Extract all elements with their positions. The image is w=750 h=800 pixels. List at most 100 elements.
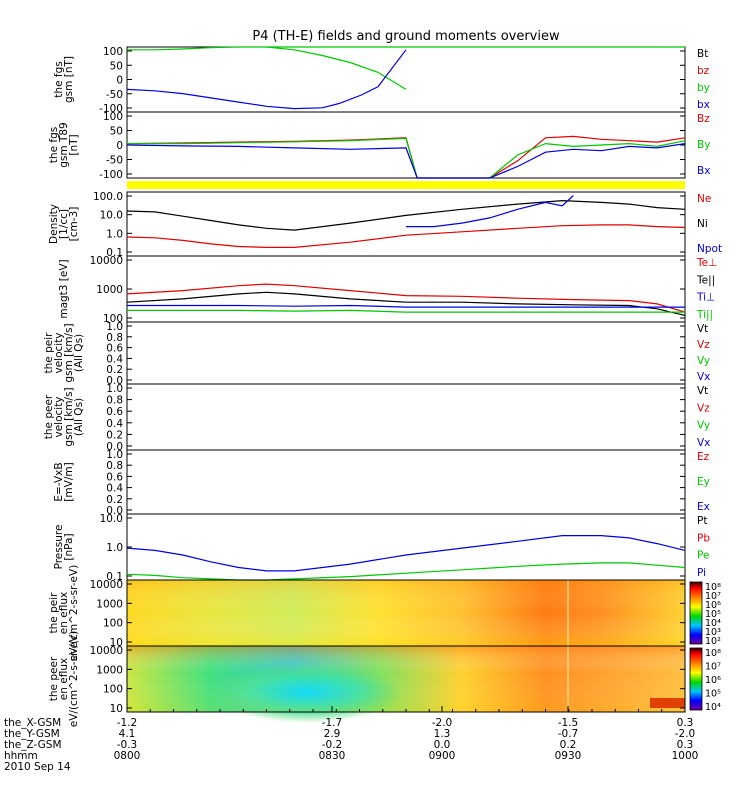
x-row-label: the_X-GSM xyxy=(4,717,61,729)
legend-blue: Ex xyxy=(697,501,710,513)
x-tick-label: 0.3 xyxy=(677,717,694,729)
x-tick-label: 0.3 xyxy=(677,739,694,751)
y-axis-label-line: gsm T89 xyxy=(58,122,70,167)
y-axis-label-line: the peer xyxy=(48,656,60,701)
series-Te⊥ xyxy=(126,283,686,313)
x-tick-label: -2.0 xyxy=(675,728,696,740)
series-Ti|| xyxy=(127,309,685,313)
legend-red: Te⊥ xyxy=(696,257,717,269)
panel-frame xyxy=(126,191,686,257)
panel-8: 10.0 1.0 0.1 Pressure[nPa] Pt Pb Pe Pi xyxy=(53,513,710,583)
x-row-label: hhmm xyxy=(4,750,38,762)
x-tick-label: -1.7 xyxy=(322,717,343,729)
panel-1: 100 50 0 -50 -100 the fgsgsm [nT] Bt bz by bx xyxy=(53,46,710,115)
x-tick-label: -0.3 xyxy=(117,739,138,751)
y-axis-label-line: (All Qs) xyxy=(73,334,85,372)
x-tick-label: 1000 xyxy=(672,750,699,762)
legend-red: Ez xyxy=(697,451,710,463)
x-tick-label: 4.1 xyxy=(119,728,136,740)
y-axis-label: the fgsgsm [nT] xyxy=(53,56,75,103)
y-axis-label-line: the peer xyxy=(43,394,55,439)
y-tick-label: 10000 xyxy=(90,645,123,657)
y-axis-label-line: eV/(cm^2-s-sr-eV) xyxy=(68,631,80,727)
y-tick-label: -100 xyxy=(99,169,123,181)
y-axis-label-line: gsm [nT] xyxy=(63,56,75,103)
y-tick-label: 0.2 xyxy=(106,429,123,441)
legend-blue: Vx xyxy=(697,371,710,383)
y-axis-label-line: velocity xyxy=(53,332,65,373)
series-Ne xyxy=(126,224,686,248)
colorbar-tick-label: 10⁴ xyxy=(705,618,721,629)
colorbar-tick-label: 10⁷ xyxy=(705,662,721,673)
colorbar-tick-label: 10⁶ xyxy=(705,600,721,611)
y-tick-label: -100 xyxy=(99,103,123,115)
y-tick-label: 100 xyxy=(103,46,123,58)
y-tick-label: 100 xyxy=(103,618,123,630)
panel-5: 1.00.80.60.40.20.0 the peirvelocitygsm [k… xyxy=(43,321,710,387)
panel-frame xyxy=(126,513,686,581)
y-axis-label-line: (All Qs) xyxy=(73,398,85,436)
y-tick-label: 0.0 xyxy=(106,441,123,453)
legend-green: Ti|| xyxy=(696,309,713,321)
y-axis-label-line: the fgs xyxy=(53,61,65,97)
colorbar-tick-label: 10⁷ xyxy=(705,591,721,602)
legend-green: Ey xyxy=(697,476,710,488)
x-tick-label: -2.0 xyxy=(432,717,453,729)
y-tick-label: 0.4 xyxy=(106,353,123,365)
x-tick-label: 0.0 xyxy=(434,739,451,751)
y-axis-label-line: [nT] xyxy=(68,134,80,155)
y-tick-label: 0 xyxy=(116,140,123,152)
colorbar-tick-label: 10⁴ xyxy=(705,702,721,713)
colorbar xyxy=(689,581,703,645)
legend-green: Pe xyxy=(697,550,709,562)
y-axis-label: the peervelocitygsm [km/s](All Qs) xyxy=(43,387,85,446)
y-tick-label: 0.6 xyxy=(106,343,123,355)
legend-black: Te|| xyxy=(696,274,715,286)
legend-black: Ni xyxy=(697,218,708,230)
colorbar-tick-label: 10⁵ xyxy=(705,609,721,620)
y-axis-label-line: Pressure xyxy=(53,525,65,570)
legend-blue: Bx xyxy=(697,165,710,177)
y-tick-label: 1.0 xyxy=(106,383,123,395)
y-axis-label-line: [cm-3] xyxy=(68,207,80,242)
flag-bar xyxy=(127,181,685,189)
y-tick-label: -50 xyxy=(106,155,123,167)
legend-blue: Ti⊥ xyxy=(696,292,715,304)
y-axis-label-line: eV/(cm^2-s-sr-eV) xyxy=(68,565,80,661)
legend-black: Pt xyxy=(697,515,707,527)
y-axis-label-line: [1/cc] xyxy=(58,209,70,239)
x-tick-label: 0800 xyxy=(114,750,141,762)
panel-frame xyxy=(126,449,686,515)
y-tick-label: 0.4 xyxy=(106,418,123,430)
x-row-label: the_Z-GSM xyxy=(4,739,62,751)
y-tick-label: 1000 xyxy=(96,284,123,296)
y-axis-label: the fgsgsm T89[nT] xyxy=(48,122,80,167)
y-axis-label-line: gsm [km/s] xyxy=(63,323,75,382)
x-tick-label: 0930 xyxy=(555,750,582,762)
y-tick-label: 0.4 xyxy=(106,483,123,495)
y-tick-label: 10.0 xyxy=(100,210,123,222)
y-tick-label: 1.0 xyxy=(106,321,123,333)
y-tick-label: 1000 xyxy=(96,598,123,610)
y-tick-label: -50 xyxy=(106,89,123,101)
x-tick-label: -0.7 xyxy=(558,728,579,740)
y-tick-label: 0.6 xyxy=(106,471,123,483)
y-tick-label: 50 xyxy=(110,60,123,72)
y-tick-label: 0.2 xyxy=(106,364,123,376)
ion-spectrogram-shade xyxy=(127,580,685,646)
panel-6: 1.00.80.60.40.20.0 the peervelocitygsm [k… xyxy=(43,383,710,453)
series-By xyxy=(127,137,686,179)
y-tick-label: 50 xyxy=(110,126,123,138)
x-tick-label: 2.9 xyxy=(324,728,341,740)
y-axis-label: the peiren efluxeV/(cm^2-s-sr-eV) xyxy=(48,565,80,661)
legend-black: Bt xyxy=(697,48,708,60)
date-label: 2010 Sep 14 xyxy=(4,761,71,773)
x-tick-label: -0.2 xyxy=(322,739,343,751)
x-tick-label: 1.3 xyxy=(434,728,451,740)
colorbar xyxy=(689,647,703,711)
y-axis-label-line: en eflux xyxy=(58,592,70,634)
y-axis-label-line: the peir xyxy=(43,332,55,374)
panel-2: 100 50 0 -50 -100 the fgsgsm T89[nT] Bz By Bx xyxy=(48,111,710,181)
